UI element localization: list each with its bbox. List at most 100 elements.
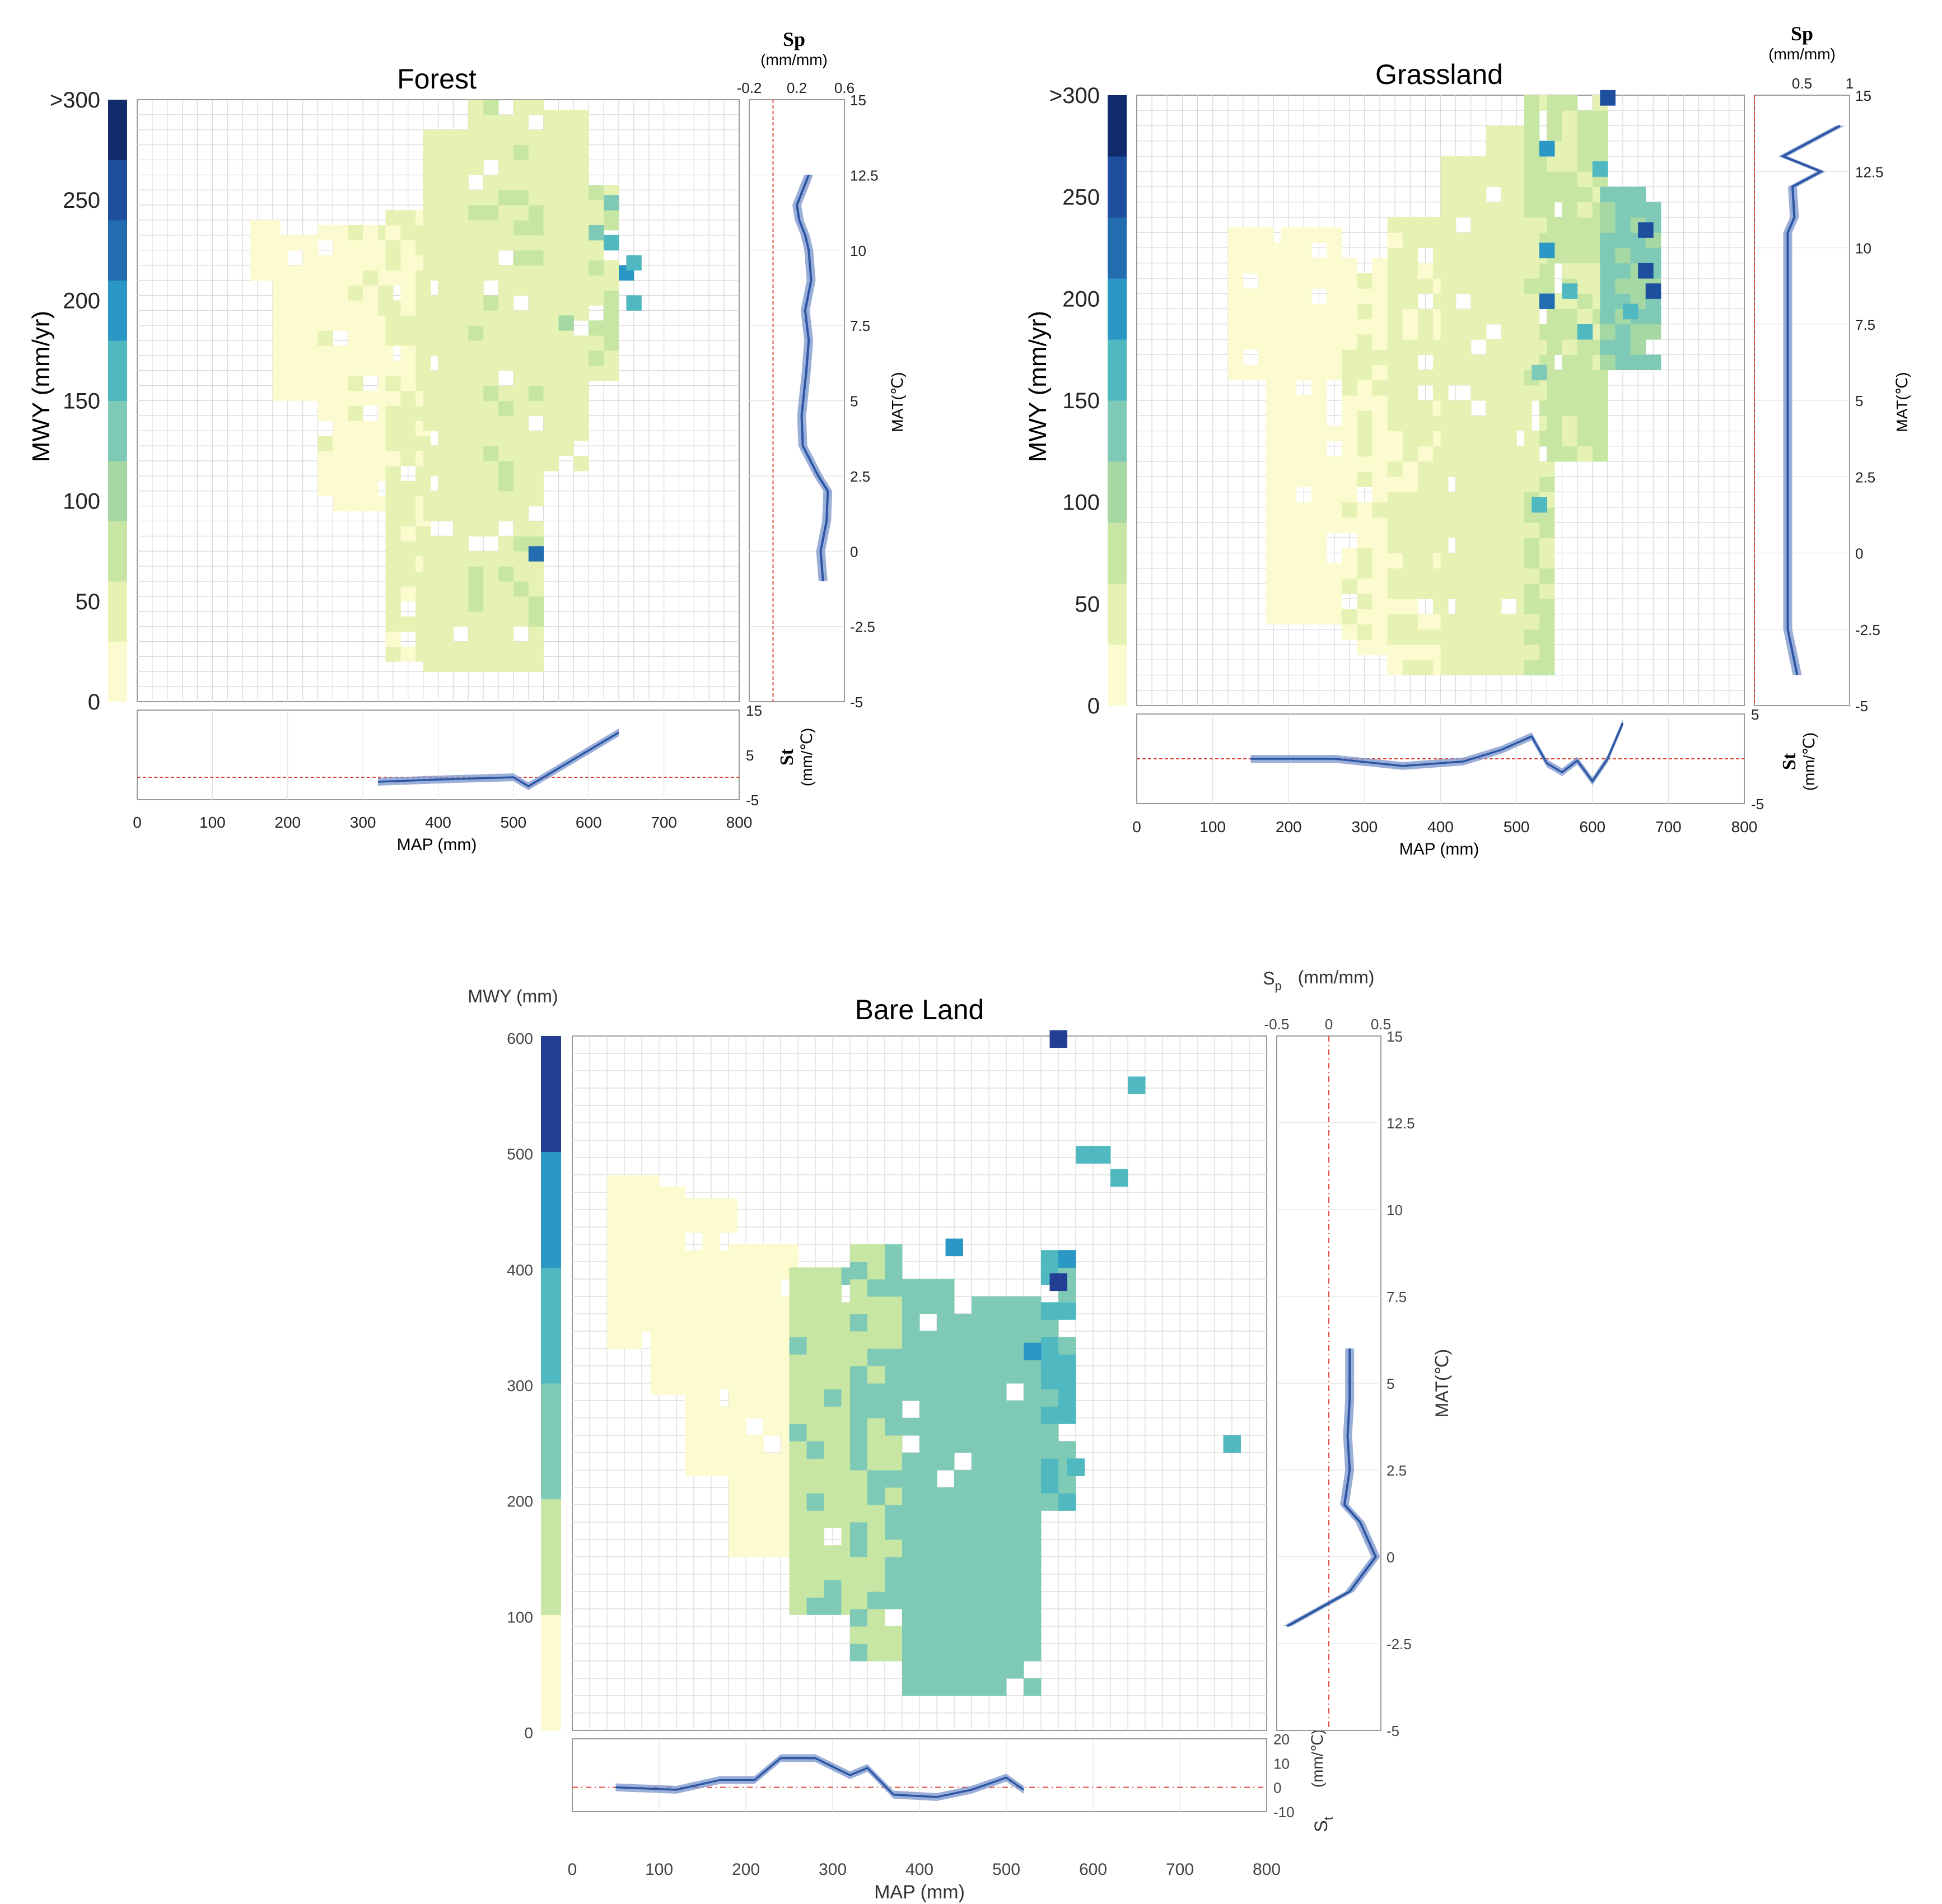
grassland-cell (1402, 416, 1418, 431)
forest-cell (513, 431, 529, 446)
grassland-cell (1432, 385, 1449, 401)
grassland-cell (1524, 263, 1540, 279)
forest-cell (498, 175, 514, 190)
forest-cell (573, 215, 589, 231)
bare-cell (902, 1383, 920, 1401)
forest-cell (589, 335, 604, 351)
grassland-cell (1486, 492, 1502, 508)
bare-cell (1006, 1609, 1024, 1627)
grassland-cell (1387, 477, 1403, 492)
grassland-cell (1486, 584, 1502, 599)
bare-cell (867, 1331, 885, 1349)
grassland-cell (1455, 232, 1472, 248)
bare-cell (867, 1296, 885, 1314)
grassland-cell (1539, 202, 1555, 218)
bare-cell (1024, 1574, 1042, 1592)
forest-cell (558, 365, 574, 381)
forest-cell (558, 441, 574, 456)
forest-cell (573, 365, 589, 381)
bare-cell (685, 1389, 703, 1407)
grassland-cell (1417, 309, 1434, 325)
grassland-cell (1440, 232, 1456, 248)
grassland-colorbar-tick: 0 (1087, 694, 1100, 718)
grassland-cell (1615, 186, 1631, 203)
grassland-cell (1417, 232, 1434, 248)
grassland-cell (1281, 533, 1297, 548)
forest-cell (385, 360, 401, 376)
grassland-hot-cell (1577, 324, 1593, 340)
grassland-cell (1440, 614, 1456, 630)
bare-x-tick: 600 (1079, 1860, 1107, 1879)
grassland-cell (1539, 477, 1555, 492)
forest-cell (453, 475, 469, 492)
grassland-cell (1486, 599, 1502, 614)
bare-cell (650, 1308, 668, 1326)
forest-cell (453, 656, 469, 672)
forest-cell (363, 240, 379, 256)
forest-cell (513, 400, 529, 416)
forest-cell (543, 275, 559, 291)
grassland-cell (1357, 273, 1373, 289)
grassland-cell (1402, 248, 1418, 264)
grassland-cell (1440, 660, 1456, 675)
grassland-cell (1547, 324, 1562, 340)
forest-cell (468, 551, 484, 567)
forest-cell (498, 656, 514, 672)
bare-cell (650, 1325, 668, 1343)
bare-cell (702, 1337, 720, 1355)
grassland-cell (1455, 156, 1472, 172)
grassland-cell (1227, 349, 1244, 365)
grassland-cell (1402, 584, 1418, 599)
grassland-mat-tick: 7.5 (1855, 316, 1875, 333)
grassland-cell (1432, 477, 1449, 492)
bare-cell (850, 1453, 868, 1471)
forest-cell (513, 596, 529, 612)
grassland-cell (1243, 258, 1259, 274)
bare-cell (1006, 1401, 1024, 1418)
bare-cell (919, 1626, 937, 1644)
bare-cell (902, 1453, 920, 1471)
forest-cell (468, 250, 484, 266)
grassland-cell (1501, 614, 1517, 630)
grassland-cell (1486, 629, 1502, 645)
grassland-cell (1372, 304, 1388, 320)
grassland-cell (1402, 477, 1418, 492)
forest-cell (385, 270, 401, 286)
forest-cell (272, 280, 288, 296)
grassland-cell (1630, 324, 1646, 340)
grassland-x-tick: 800 (1731, 818, 1758, 836)
grassland-cell (1432, 538, 1449, 553)
bare-cell (729, 1487, 746, 1505)
bare-cell (937, 1539, 955, 1557)
bare-cell (937, 1279, 955, 1297)
bare-cell (885, 1418, 903, 1436)
bare-hot-cell (1058, 1250, 1076, 1268)
bare-cell (850, 1262, 868, 1280)
forest-cell (558, 335, 574, 351)
forest-cell (453, 611, 469, 627)
grassland-cell (1327, 334, 1342, 350)
grassland-cell (1402, 568, 1418, 584)
bare-cell (850, 1383, 868, 1401)
forest-cell (558, 260, 574, 276)
bare-cell (850, 1522, 868, 1540)
forest-x-tick: 400 (425, 814, 451, 831)
grassland-cell (1342, 441, 1357, 457)
bare-cell (763, 1522, 781, 1540)
grassland-cell (1470, 186, 1487, 203)
forest-cell (423, 370, 438, 386)
bare-cell (850, 1279, 868, 1297)
bare-mat-tick: 7.5 (1387, 1289, 1407, 1305)
forest-cell (498, 400, 514, 416)
forest-cell (272, 385, 288, 401)
bare-cell (702, 1354, 720, 1372)
grassland-cell (1501, 263, 1517, 279)
bare-cell (919, 1418, 937, 1436)
grassland-cell (1486, 645, 1502, 660)
forest-cell (438, 641, 454, 657)
bare-cell (919, 1644, 937, 1662)
grassland-cell (1327, 609, 1342, 625)
grassland-cell (1281, 380, 1297, 396)
forest-cell (423, 506, 438, 521)
bare-cell (824, 1441, 842, 1459)
